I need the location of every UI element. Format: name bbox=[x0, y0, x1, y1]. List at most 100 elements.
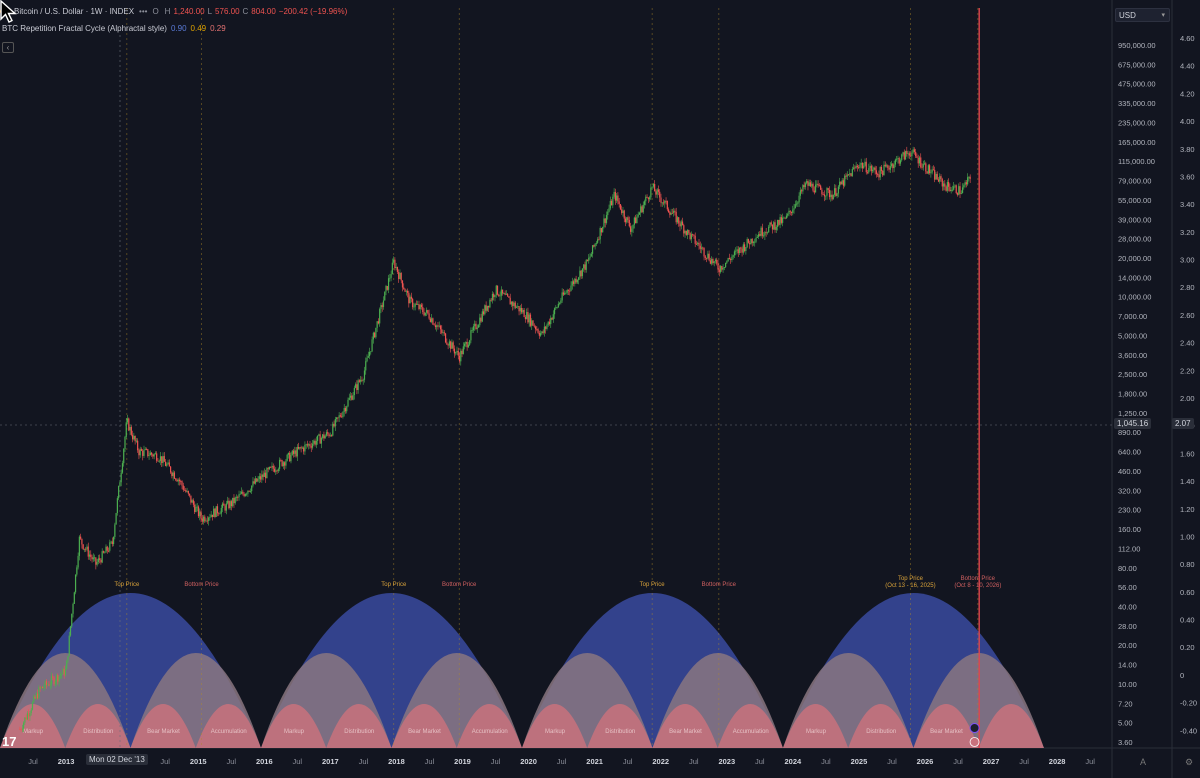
candle-body bbox=[875, 170, 877, 175]
pink-cycle-arc bbox=[652, 704, 718, 748]
candle-body bbox=[187, 491, 189, 494]
candle-body bbox=[112, 536, 115, 545]
candle-body bbox=[918, 157, 921, 164]
candle-body bbox=[778, 219, 780, 225]
candle-body bbox=[806, 180, 808, 184]
candle-body bbox=[270, 466, 272, 468]
symbol-title[interactable]: Bitcoin / U.S. Dollar · 1W · INDEX bbox=[14, 7, 135, 16]
candle-body bbox=[840, 181, 842, 185]
flag-badge-icon[interactable] bbox=[969, 737, 980, 747]
candle-body bbox=[617, 195, 619, 202]
candle-body bbox=[931, 169, 933, 173]
candle-body bbox=[603, 218, 605, 228]
candle-body bbox=[613, 191, 615, 197]
indicator-badge-icon[interactable] bbox=[969, 723, 980, 733]
candle-body bbox=[452, 342, 454, 349]
candle-body bbox=[221, 503, 224, 508]
more-icon[interactable]: ••• bbox=[139, 7, 148, 16]
collapse-legend-icon[interactable]: ‹ bbox=[2, 42, 14, 53]
candle-body bbox=[736, 249, 738, 251]
candle-body bbox=[491, 293, 494, 301]
candle-body bbox=[119, 482, 121, 487]
price-axis-panel[interactable] bbox=[1112, 0, 1200, 778]
candle-body bbox=[271, 465, 273, 468]
candle-body bbox=[339, 415, 342, 417]
candle-body bbox=[200, 511, 202, 519]
candle-body bbox=[102, 551, 105, 553]
candle-body bbox=[377, 321, 380, 324]
candle-body bbox=[527, 312, 529, 323]
candle-body bbox=[57, 674, 59, 682]
candle-body bbox=[541, 331, 543, 334]
price-tick-label: 14,000.00 bbox=[1118, 273, 1151, 282]
candle-body bbox=[356, 384, 358, 391]
candle-body bbox=[52, 676, 54, 678]
candle-body bbox=[405, 290, 407, 292]
candle-body bbox=[903, 152, 905, 160]
candle-body bbox=[877, 174, 879, 175]
candle-body bbox=[423, 312, 425, 316]
candle-body bbox=[180, 481, 182, 483]
candle-body bbox=[442, 332, 444, 334]
candle-body bbox=[771, 224, 774, 230]
phase-label: Markup bbox=[806, 729, 827, 735]
candle-body bbox=[147, 449, 149, 457]
candle-body bbox=[208, 517, 210, 521]
candle-body bbox=[47, 684, 49, 686]
candle-body bbox=[352, 395, 354, 400]
event-label: Bottom Price bbox=[442, 582, 477, 588]
candle-body bbox=[514, 302, 516, 308]
candle-body bbox=[821, 189, 823, 195]
candle-body bbox=[123, 449, 125, 464]
candle-body bbox=[346, 406, 348, 412]
candle-body bbox=[698, 242, 700, 246]
candle-body bbox=[286, 454, 288, 461]
currency-select[interactable]: USD ▾ bbox=[1115, 8, 1170, 22]
candle-body bbox=[44, 681, 46, 688]
auto-scale-icon[interactable]: A bbox=[1140, 757, 1147, 767]
candle-body bbox=[542, 331, 544, 333]
candle-body bbox=[306, 444, 309, 446]
candle-body bbox=[741, 248, 743, 253]
candle-body bbox=[543, 326, 546, 333]
candle-body bbox=[659, 191, 661, 198]
candle-body bbox=[148, 455, 150, 457]
candle-body bbox=[961, 187, 964, 193]
candle-body bbox=[945, 186, 947, 191]
candle-body bbox=[790, 211, 793, 213]
candle-body bbox=[35, 693, 37, 699]
candle-body bbox=[755, 237, 757, 242]
indicator-name[interactable]: BTC Repetition Fractal Cycle (Alphractal… bbox=[2, 24, 167, 33]
settings-gear-icon[interactable]: ⚙ bbox=[1185, 757, 1194, 767]
candle-body bbox=[567, 289, 570, 291]
candle-body bbox=[25, 717, 27, 720]
candle-body bbox=[73, 592, 75, 604]
candle-body bbox=[910, 155, 912, 157]
candle-body bbox=[766, 232, 769, 234]
open-label: O bbox=[152, 7, 159, 16]
osc-tick-label: 1.40 bbox=[1180, 477, 1195, 486]
candle-body bbox=[769, 222, 771, 227]
candle-body bbox=[515, 306, 518, 308]
price-tick-label: 7,000.00 bbox=[1118, 312, 1147, 321]
candle-body bbox=[917, 157, 919, 164]
low-value: 576.00 bbox=[215, 7, 240, 16]
candle-body bbox=[496, 285, 499, 295]
close-label: C bbox=[242, 7, 249, 16]
candle-body bbox=[673, 210, 675, 214]
price-tick-label: 112.00 bbox=[1118, 544, 1140, 553]
event-markers: Top Price Bottom Price Top Price Bottom Pri… bbox=[114, 8, 1001, 748]
candle-body bbox=[570, 285, 572, 291]
candle-body bbox=[551, 317, 553, 320]
indicator-legend[interactable]: BTC Repetition Fractal Cycle (Alphractal… bbox=[2, 24, 226, 33]
candle-body bbox=[904, 151, 907, 160]
time-tick-label: Jul bbox=[359, 757, 369, 766]
candle-body bbox=[656, 189, 658, 195]
candle-body bbox=[161, 456, 163, 464]
mouse-cursor-icon bbox=[0, 0, 17, 23]
candle-body bbox=[40, 686, 42, 689]
candle-body bbox=[960, 192, 962, 194]
candle-body bbox=[242, 491, 244, 494]
